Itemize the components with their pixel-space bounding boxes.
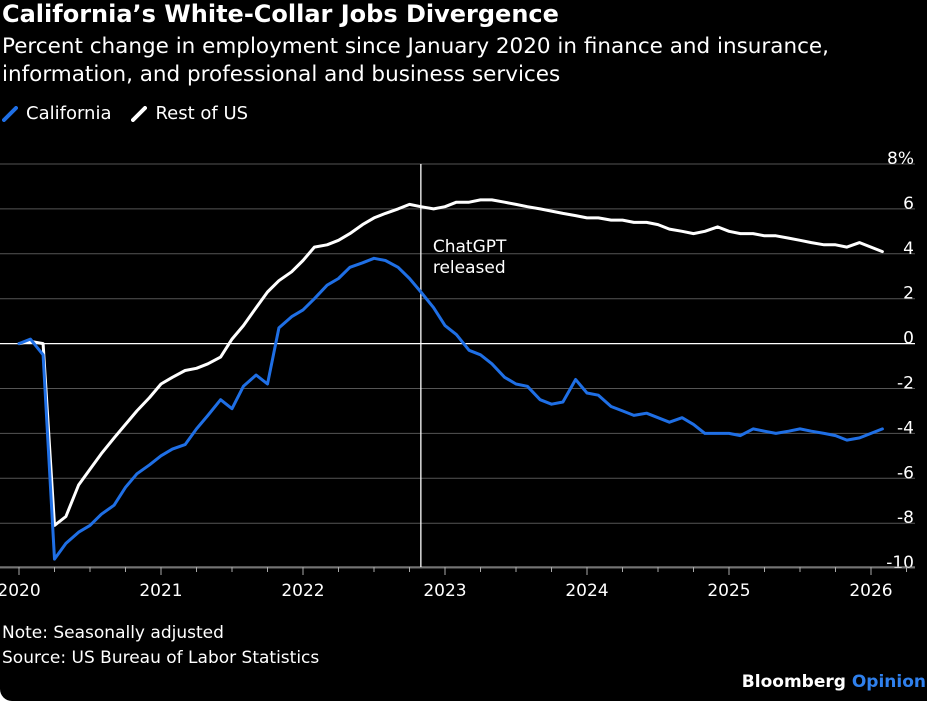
legend-swatch-rest-of-us-icon	[131, 105, 148, 122]
legend-label-rest-of-us: Rest of US	[155, 103, 249, 124]
annotation-label: released	[433, 258, 506, 278]
legend-item-rest-of-us: Rest of US	[131, 103, 248, 124]
corner-decoration	[0, 689, 12, 701]
legend-swatch-california-icon	[2, 105, 18, 122]
y-tick-label: 4	[903, 239, 914, 259]
x-tick-label: 2023	[423, 581, 466, 601]
chart-subtitle: Percent change in employment since Janua…	[2, 34, 829, 87]
y-tick-label: 2	[903, 284, 914, 304]
y-tick-label: -8	[897, 508, 914, 528]
brand-name: Bloomberg	[741, 672, 846, 692]
legend: California Rest of US	[2, 103, 268, 124]
chart-title: California’s White-Collar Jobs Divergenc…	[2, 0, 559, 28]
brand-accent: Opinion	[851, 672, 926, 692]
x-tick-label: 2025	[707, 581, 750, 601]
y-tick-label: -4	[897, 418, 914, 438]
y-tick-label: 8%	[887, 149, 914, 169]
y-tick-label: 0	[903, 329, 914, 349]
x-tick-label: 2021	[139, 581, 182, 601]
annotation-label: ChatGPT	[433, 237, 507, 257]
x-tick-label: 2026	[849, 581, 892, 601]
x-tick-label: 2020	[0, 581, 41, 601]
y-tick-label: -2	[897, 374, 914, 394]
source-note: Source: US Bureau of Labor Statistics	[2, 648, 320, 668]
y-tick-label: 6	[903, 194, 914, 214]
legend-label-california: California	[26, 103, 112, 124]
x-tick-label: 2024	[565, 581, 608, 601]
y-tick-label: -10	[886, 553, 914, 573]
x-tick-label: 2022	[281, 581, 324, 601]
y-tick-label: -6	[897, 463, 914, 483]
footnote: Note: Seasonally adjusted	[2, 623, 224, 643]
series-line-california	[17, 256, 884, 561]
brand-logo: Bloomberg Opinion	[742, 672, 926, 692]
legend-item-california: California	[2, 103, 111, 124]
series-line-rest-of-us	[17, 198, 884, 527]
